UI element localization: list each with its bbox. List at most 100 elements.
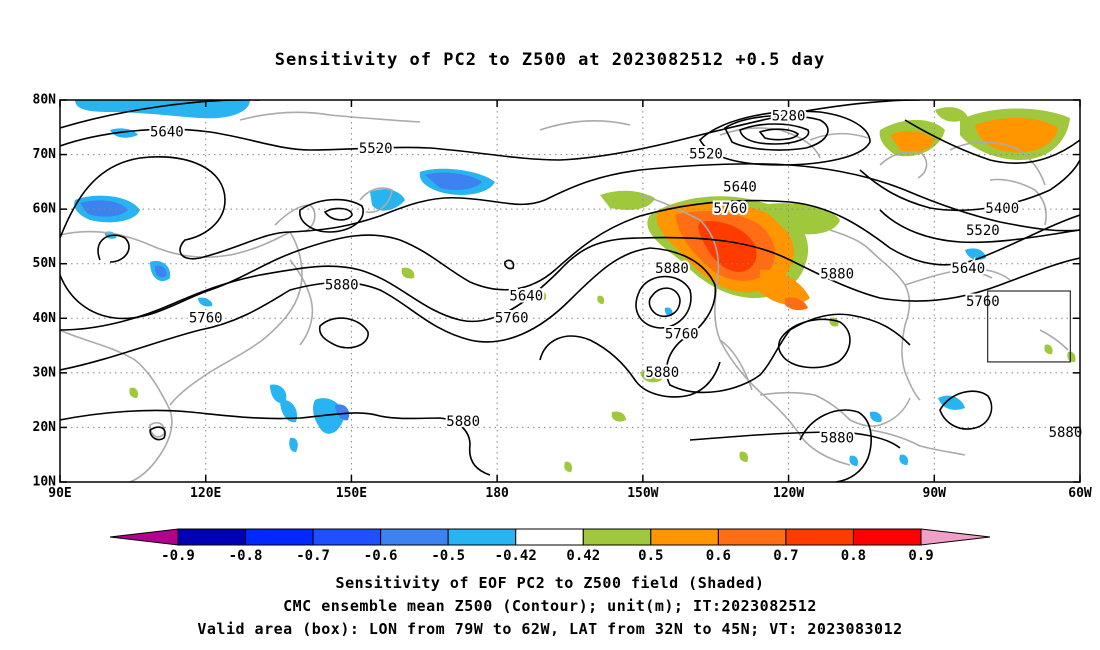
contour-line-24 (879, 209, 1080, 244)
colorbar-bin (582, 528, 652, 546)
contour-line-14 (299, 198, 364, 233)
contour-label: 5640 (723, 179, 757, 195)
contour-line-20 (699, 110, 871, 166)
colorbar-label: 0.9 (908, 548, 933, 564)
caption-line-2: CMC ensemble mean Z500 (Contour); unit(m… (283, 597, 817, 615)
colorbar-label: -0.7 (296, 548, 330, 564)
shading-blob-47 (664, 307, 673, 317)
z500-contours (60, 100, 1080, 482)
contour-label: 5280 (772, 108, 806, 124)
contour-line-13 (318, 317, 369, 349)
shading-blob-7 (760, 269, 810, 305)
lon-tick-label: 150E (336, 486, 367, 501)
shading-blob-29 (75, 100, 250, 119)
shading-blob-38 (289, 437, 298, 452)
shading-blob-19 (829, 317, 839, 327)
coastline-7 (539, 120, 631, 131)
contour-line-8 (649, 247, 911, 394)
shading-blob-22 (129, 387, 139, 398)
contour-line-3 (60, 156, 1080, 260)
lon-tick-label: 90W (923, 486, 947, 501)
contour-line-18 (799, 409, 872, 482)
contour-line-7 (60, 247, 651, 371)
shading-blob-44 (849, 455, 859, 466)
lat-tick-label: 10N (33, 475, 57, 490)
colorbar-label: 0.42 (566, 548, 600, 564)
shading-blob-18 (597, 295, 605, 304)
colorbar-upper-extend (920, 528, 991, 546)
colorbar-bin (852, 528, 922, 546)
contour-label: 5880 (446, 414, 480, 430)
contour-label: 5880 (820, 430, 854, 446)
lat-tick-label: 20N (33, 420, 57, 435)
contour-label: 5760 (495, 310, 529, 326)
colorbar-label: -0.6 (364, 548, 398, 564)
contour-label: 5520 (689, 147, 723, 163)
contour-line-4 (97, 234, 130, 263)
colorbar-label: -0.8 (229, 548, 263, 564)
lon-tick-label: 120E (190, 486, 221, 501)
lat-tick-label: 40N (33, 311, 57, 326)
contour-label: 5880 (655, 261, 689, 277)
contour-line-12 (539, 335, 721, 398)
lat-tick-label: 50N (33, 256, 57, 271)
coastline-6 (239, 111, 421, 123)
lon-tick-label: 180 (485, 486, 509, 501)
contour-line-11 (60, 409, 491, 476)
colorbar-bin (312, 528, 382, 546)
shading-blob-45 (899, 454, 909, 465)
contour-line-9 (635, 275, 692, 329)
contour-label: 5400 (985, 201, 1019, 217)
contour-line-21 (723, 114, 829, 151)
shading-blob-8 (785, 297, 808, 311)
shading-blob-15 (611, 411, 626, 422)
lat-tick-label: 30N (33, 365, 57, 380)
lon-tick-label: 60W (1068, 486, 1092, 501)
map-title: Sensitivity of PC2 to Z500 at 2023082512… (274, 50, 826, 70)
contour-line-5 (60, 199, 1080, 320)
lon-tick-label: 90E (48, 486, 71, 501)
contour-line-25 (859, 159, 1080, 212)
shading-blob-16 (401, 267, 415, 279)
contour-line-26 (904, 119, 1080, 164)
colorbar-bin (785, 528, 854, 546)
shading-blob-23 (564, 461, 573, 472)
coastline-13 (904, 270, 993, 286)
coastline-17 (809, 132, 869, 141)
valid-area-rect (987, 290, 1071, 363)
coastline-11 (869, 429, 966, 456)
contour-line-10 (648, 287, 681, 318)
coastline-5 (359, 187, 393, 214)
contour-label: 5640 (150, 125, 184, 141)
coastline-8 (639, 194, 851, 466)
colorbar-bin (177, 528, 247, 546)
lat-tick-label: 70N (33, 147, 57, 162)
lon-tick-label: 120W (773, 486, 804, 501)
colorbar: -0.9 -0.8 -0.7 -0.6 -0.5 -0.42 0.42 0.5 0.6 0.7 0.… (109, 528, 991, 564)
contour-line-27 (504, 259, 515, 270)
shading-blob-17 (539, 291, 547, 300)
shading-blob-43 (869, 411, 882, 423)
shading-blob-39 (198, 297, 213, 307)
shading-blob-4 (698, 221, 757, 272)
caption-line-1: Sensitivity of EOF PC2 to Z500 field (Sh… (335, 574, 765, 592)
caption-line-3: Valid area (box): LON from 79W to 62W, L… (197, 620, 903, 638)
shading-blob-6 (760, 203, 840, 235)
shading-blob-10 (890, 130, 935, 153)
island-outline (149, 422, 166, 438)
colorbar-bin (447, 528, 517, 546)
map-frame (59, 99, 1081, 483)
lon-tick-label: 150W (627, 486, 658, 501)
contour-line-28 (149, 426, 166, 441)
coastline-14 (879, 150, 928, 179)
colorbar-label: 0.7 (773, 548, 798, 564)
contour-label: 5520 (966, 223, 1000, 239)
shading-blob-26 (80, 200, 128, 217)
shading-blob-33 (370, 189, 405, 211)
shading-blob-21 (1067, 351, 1076, 363)
contour-line-23 (758, 128, 800, 141)
colorbar-label: -0.42 (495, 548, 537, 564)
shading-blob-37 (280, 399, 298, 423)
coastline-20 (1039, 329, 1069, 351)
lat-tick-label: 80N (33, 93, 57, 108)
